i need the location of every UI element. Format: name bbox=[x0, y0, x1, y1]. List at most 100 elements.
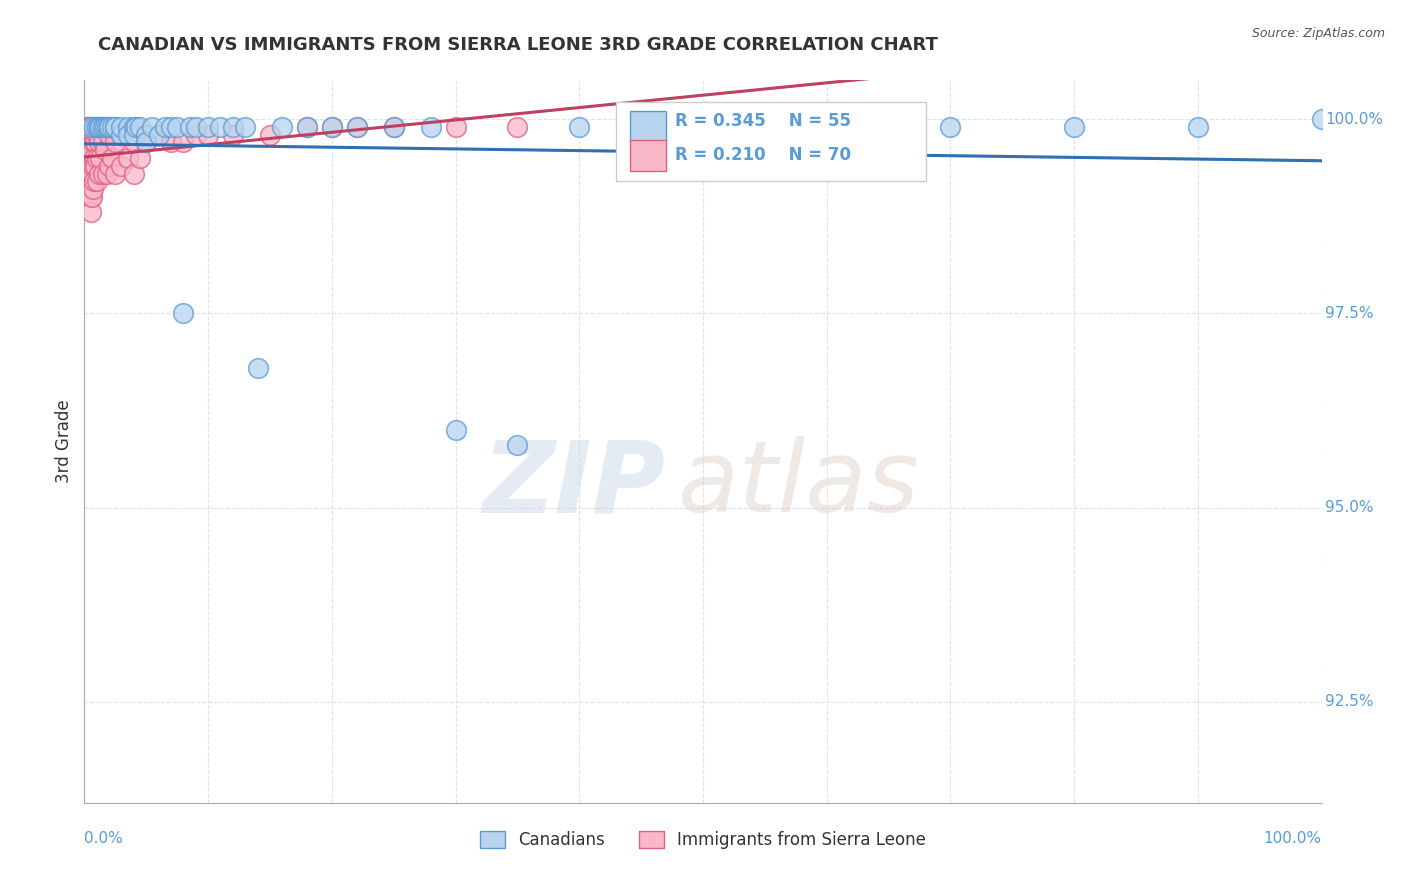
Point bbox=[83, 174, 105, 188]
Point bbox=[86, 120, 108, 134]
Text: 92.5%: 92.5% bbox=[1326, 694, 1374, 709]
Point bbox=[91, 167, 114, 181]
Point bbox=[104, 120, 127, 134]
Point bbox=[295, 120, 318, 134]
Point bbox=[1310, 112, 1333, 127]
Text: 0.0%: 0.0% bbox=[84, 830, 124, 846]
Point bbox=[89, 151, 111, 165]
Point bbox=[77, 120, 100, 134]
Text: 100.0%: 100.0% bbox=[1264, 830, 1322, 846]
Point bbox=[382, 120, 405, 134]
Point bbox=[104, 120, 127, 134]
Point bbox=[222, 128, 245, 142]
Point bbox=[77, 143, 100, 157]
Point bbox=[79, 120, 101, 134]
Point bbox=[94, 143, 117, 157]
Point bbox=[79, 182, 101, 196]
Point bbox=[98, 120, 121, 134]
Point bbox=[76, 128, 98, 142]
Point bbox=[79, 128, 101, 142]
Text: ZIP: ZIP bbox=[482, 436, 666, 533]
Point bbox=[444, 120, 467, 134]
Point bbox=[419, 120, 441, 134]
Point bbox=[129, 151, 152, 165]
Point bbox=[86, 128, 108, 142]
Point bbox=[89, 136, 111, 150]
Point bbox=[89, 167, 111, 181]
Point bbox=[79, 120, 101, 134]
Point bbox=[1187, 120, 1209, 134]
Point bbox=[80, 143, 103, 157]
Point bbox=[82, 136, 104, 150]
Point bbox=[98, 120, 121, 134]
Point bbox=[184, 128, 207, 142]
Point bbox=[94, 120, 117, 134]
Point bbox=[110, 120, 132, 134]
Point bbox=[82, 159, 104, 173]
Point bbox=[122, 120, 145, 134]
Point bbox=[233, 120, 256, 134]
Point bbox=[141, 120, 163, 134]
Point bbox=[346, 120, 368, 134]
Point bbox=[197, 120, 219, 134]
Point bbox=[160, 120, 183, 134]
Point bbox=[382, 120, 405, 134]
Legend: Canadians, Immigrants from Sierra Leone: Canadians, Immigrants from Sierra Leone bbox=[474, 824, 932, 856]
Point bbox=[76, 143, 98, 157]
Point bbox=[295, 120, 318, 134]
Point bbox=[692, 120, 714, 134]
Point bbox=[122, 136, 145, 150]
Point bbox=[122, 167, 145, 181]
Point bbox=[1063, 120, 1085, 134]
Point bbox=[568, 120, 591, 134]
Point bbox=[100, 120, 122, 134]
Point bbox=[76, 136, 98, 150]
Point bbox=[104, 136, 127, 150]
Point bbox=[84, 136, 107, 150]
Point bbox=[96, 120, 118, 134]
Point bbox=[939, 120, 962, 134]
Point bbox=[77, 136, 100, 150]
Point bbox=[506, 120, 529, 134]
Point bbox=[77, 128, 100, 142]
Point bbox=[98, 159, 121, 173]
Point bbox=[321, 120, 343, 134]
Point bbox=[172, 306, 194, 320]
Point bbox=[346, 120, 368, 134]
Point bbox=[79, 151, 101, 165]
Point bbox=[104, 167, 127, 181]
Point bbox=[197, 128, 219, 142]
FancyBboxPatch shape bbox=[630, 112, 666, 142]
Point bbox=[76, 151, 98, 165]
Point bbox=[86, 174, 108, 188]
Point bbox=[122, 128, 145, 142]
Point bbox=[79, 167, 101, 181]
Text: 100.0%: 100.0% bbox=[1326, 112, 1384, 127]
Point bbox=[79, 159, 101, 173]
Point bbox=[179, 120, 201, 134]
Point bbox=[125, 120, 148, 134]
Text: 95.0%: 95.0% bbox=[1326, 500, 1374, 515]
Point bbox=[117, 151, 139, 165]
Y-axis label: 3rd Grade: 3rd Grade bbox=[55, 400, 73, 483]
Point bbox=[148, 128, 170, 142]
Point bbox=[96, 167, 118, 181]
Text: R = 0.345    N = 55: R = 0.345 N = 55 bbox=[675, 112, 851, 130]
Point bbox=[100, 151, 122, 165]
Point bbox=[110, 128, 132, 142]
Point bbox=[271, 120, 294, 134]
Point bbox=[86, 151, 108, 165]
Point bbox=[86, 120, 108, 134]
Point bbox=[172, 136, 194, 150]
Text: atlas: atlas bbox=[678, 436, 920, 533]
Point bbox=[83, 151, 105, 165]
Point bbox=[110, 128, 132, 142]
Point bbox=[321, 120, 343, 134]
Point bbox=[148, 128, 170, 142]
Point bbox=[815, 120, 838, 134]
Point bbox=[222, 120, 245, 134]
Point bbox=[117, 120, 139, 134]
Text: R = 0.210    N = 70: R = 0.210 N = 70 bbox=[675, 145, 851, 164]
Point bbox=[135, 136, 157, 150]
Point bbox=[444, 423, 467, 437]
